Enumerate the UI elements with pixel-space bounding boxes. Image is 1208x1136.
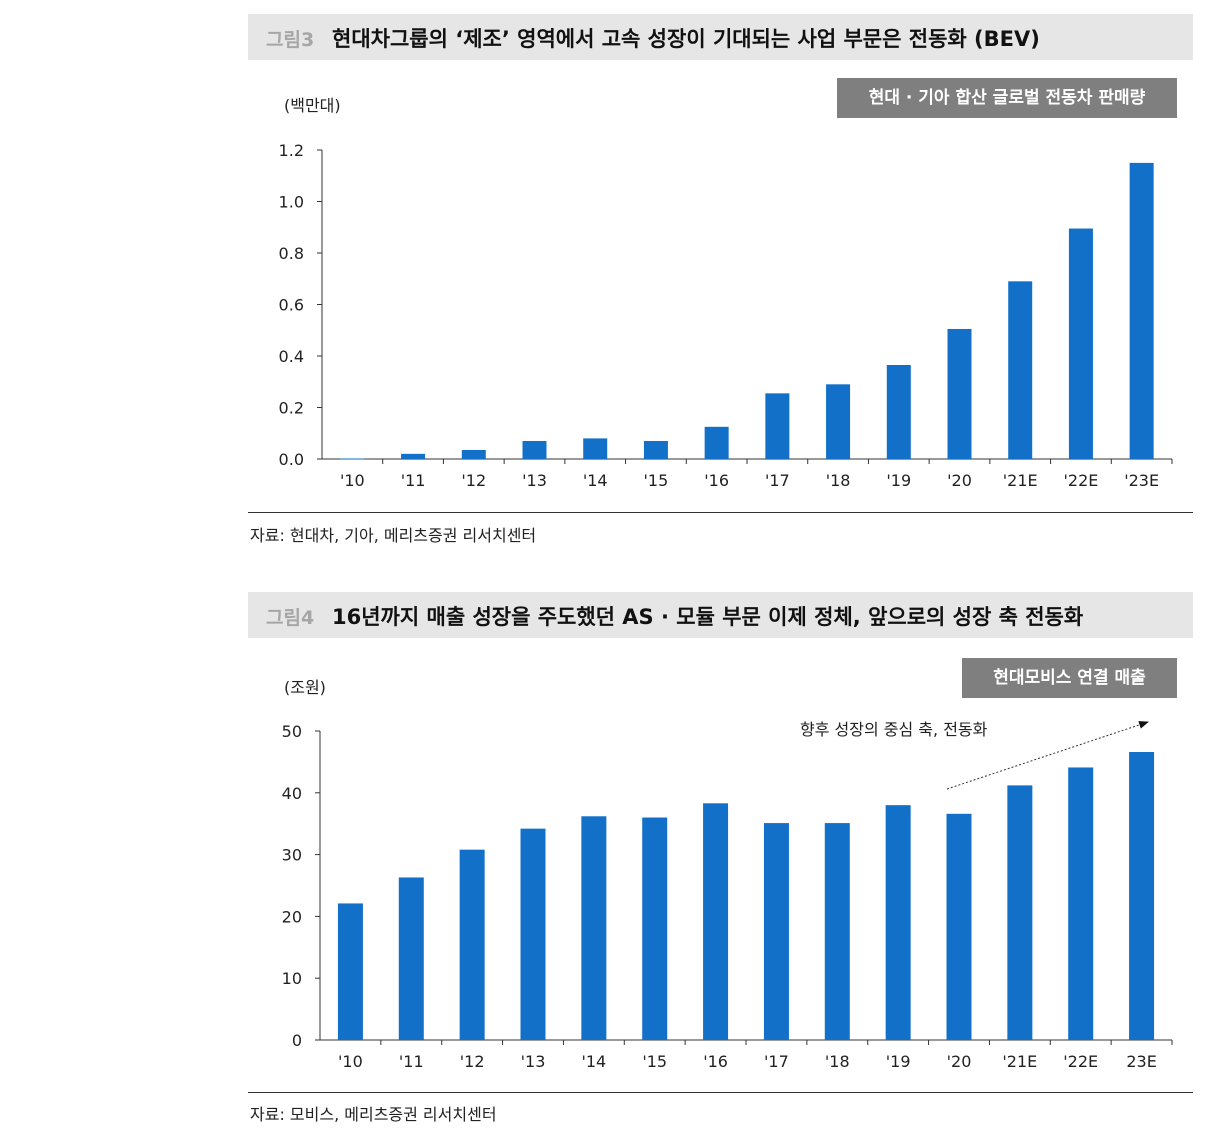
figure3-x-tick-label: '10 <box>340 471 365 490</box>
figure3-bar <box>826 384 851 459</box>
figure4-title: 16년까지 매출 성장을 주도했던 AS · 모듈 부문 이제 정체, 앞으로의… <box>332 605 1084 629</box>
figure4-x-tick-label: '14 <box>581 1052 606 1071</box>
figure4-bar <box>398 877 424 1040</box>
figure3-title: 현대차그룹의 ‘제조’ 영역에서 고속 성장이 기대되는 사업 부문은 전동화 … <box>332 27 1040 51</box>
figure3-x-tick-label: '11 <box>401 471 426 490</box>
figure4-x-tick-label: '20 <box>947 1052 972 1071</box>
figure4-bar <box>459 849 485 1040</box>
figure4-bar <box>1007 785 1033 1040</box>
figure3-bar <box>947 328 972 459</box>
figure3-x-tick-label: '21E <box>1003 471 1038 490</box>
figure3-x-tick-label: '13 <box>522 471 547 490</box>
figure3-bar <box>583 438 608 459</box>
figure4-title-bar: 그림4 16년까지 매출 성장을 주도했던 AS · 모듈 부문 이제 정체, … <box>248 592 1193 638</box>
figure3-x-tick-label: '16 <box>704 471 729 490</box>
figure4-bar <box>824 823 850 1040</box>
figure3-x-tick-label: '12 <box>461 471 486 490</box>
figure4-x-tick-label: '12 <box>460 1052 485 1071</box>
figure3-bar <box>340 458 365 460</box>
figure3-x-tick-label: '19 <box>886 471 911 490</box>
figure3-x-tick-label: '17 <box>765 471 790 490</box>
figure4-bar <box>763 823 789 1040</box>
figure3-y-tick-label: 0.6 <box>279 296 304 315</box>
figure4-bar <box>581 816 607 1040</box>
figure4-bar <box>520 828 546 1040</box>
figure4-x-tick-label: '13 <box>521 1052 546 1071</box>
figure3-x-tick-label: '15 <box>644 471 669 490</box>
figure3-x-tick-label: '23E <box>1124 471 1159 490</box>
figure4-y-tick-label: 10 <box>282 969 302 988</box>
figure4-x-tick-label: 23E <box>1126 1052 1156 1071</box>
figure3-x-tick-label: '14 <box>583 471 608 490</box>
figure4-x-tick-label: '16 <box>703 1052 728 1071</box>
figure3-y-tick-label: 0.2 <box>279 399 304 418</box>
figure3-bar <box>704 426 729 459</box>
figure3-title-bar: 그림3 현대차그룹의 ‘제조’ 영역에서 고속 성장이 기대되는 사업 부문은 … <box>248 14 1193 60</box>
figure3-x-tick-label: '22E <box>1063 471 1098 490</box>
figure4-x-tick-label: '22E <box>1063 1052 1098 1071</box>
figure3-y-tick-label: 0.4 <box>279 347 304 366</box>
figure3-source: 자료: 현대차, 기아, 메리츠증권 리서치센터 <box>250 526 537 545</box>
figure3-bar <box>765 393 790 459</box>
figure4-trend-arrow <box>946 721 1149 790</box>
figure4-number: 그림4 <box>266 607 315 629</box>
figure4-bar <box>642 817 668 1040</box>
figure3-bar <box>1068 228 1093 459</box>
figure3-chart: 0.0 0.2 0.4 0.6 0.8 1.0 1.2 '10 '11 '12 '13 '14 '15 '… <box>279 141 1173 490</box>
figure3-x-tick-label: '20 <box>947 471 972 490</box>
figure4-bar <box>1129 752 1155 1040</box>
figure3-bar <box>461 449 486 459</box>
figure3-y-tick-label: 0.8 <box>279 244 304 263</box>
figure3-bar <box>1129 162 1154 459</box>
figure4-chart: 0 10 20 30 40 50 '10 '11 '12 '13 '14 '15 '16 '17 '18 '1… <box>282 721 1173 1071</box>
figure3-bar <box>401 453 426 459</box>
figure3-y-tick-label: 0.0 <box>279 450 304 469</box>
figure3-divider <box>248 512 1193 513</box>
figure4-x-tick-label: '11 <box>399 1052 424 1071</box>
figure3-x-tick-label: '18 <box>826 471 851 490</box>
figure4-x-tick-label: '21E <box>1002 1052 1037 1071</box>
figure4-unit-label: (조원) <box>284 678 326 697</box>
figure3-bar <box>886 365 911 459</box>
figure3-number: 그림3 <box>266 29 315 51</box>
figure3-y-tick-label: 1.2 <box>279 141 304 160</box>
figure4-legend: 현대모비스 연결 매출 <box>962 658 1177 698</box>
figure4-x-tick-label: '15 <box>642 1052 667 1071</box>
figure4-y-tick-label: 0 <box>292 1031 302 1050</box>
figure3-bar <box>522 440 547 459</box>
figure3-legend: 현대 · 기아 합산 글로벌 전동차 판매량 <box>837 78 1177 118</box>
figure4-x-tick-label: '17 <box>764 1052 789 1071</box>
figure4-bar <box>946 813 972 1040</box>
figure3-bar <box>643 440 668 459</box>
figure4-y-tick-label: 40 <box>282 784 302 803</box>
figure4-bar <box>885 805 911 1040</box>
figure4-source: 자료: 모비스, 메리츠증권 리서치센터 <box>250 1105 497 1124</box>
figure4-x-tick-label: '19 <box>886 1052 911 1071</box>
figure4-y-tick-label: 50 <box>282 722 302 741</box>
figure3-unit-label: (백만대) <box>284 96 341 115</box>
figure4-annotation: 향후 성장의 중심 축, 전동화 <box>800 720 988 739</box>
figure4-x-tick-label: '10 <box>338 1052 363 1071</box>
figure4-y-tick-label: 30 <box>282 846 302 865</box>
figure3-y-tick-label: 1.0 <box>279 193 304 212</box>
figure4-bar <box>337 903 363 1040</box>
figure4-bar <box>703 803 729 1040</box>
figure4-bar <box>1068 767 1094 1040</box>
figure4-y-tick-label: 20 <box>282 907 302 926</box>
figure4-x-tick-label: '18 <box>825 1052 850 1071</box>
figure3-bar <box>1008 281 1033 459</box>
figure4-divider <box>248 1092 1193 1093</box>
